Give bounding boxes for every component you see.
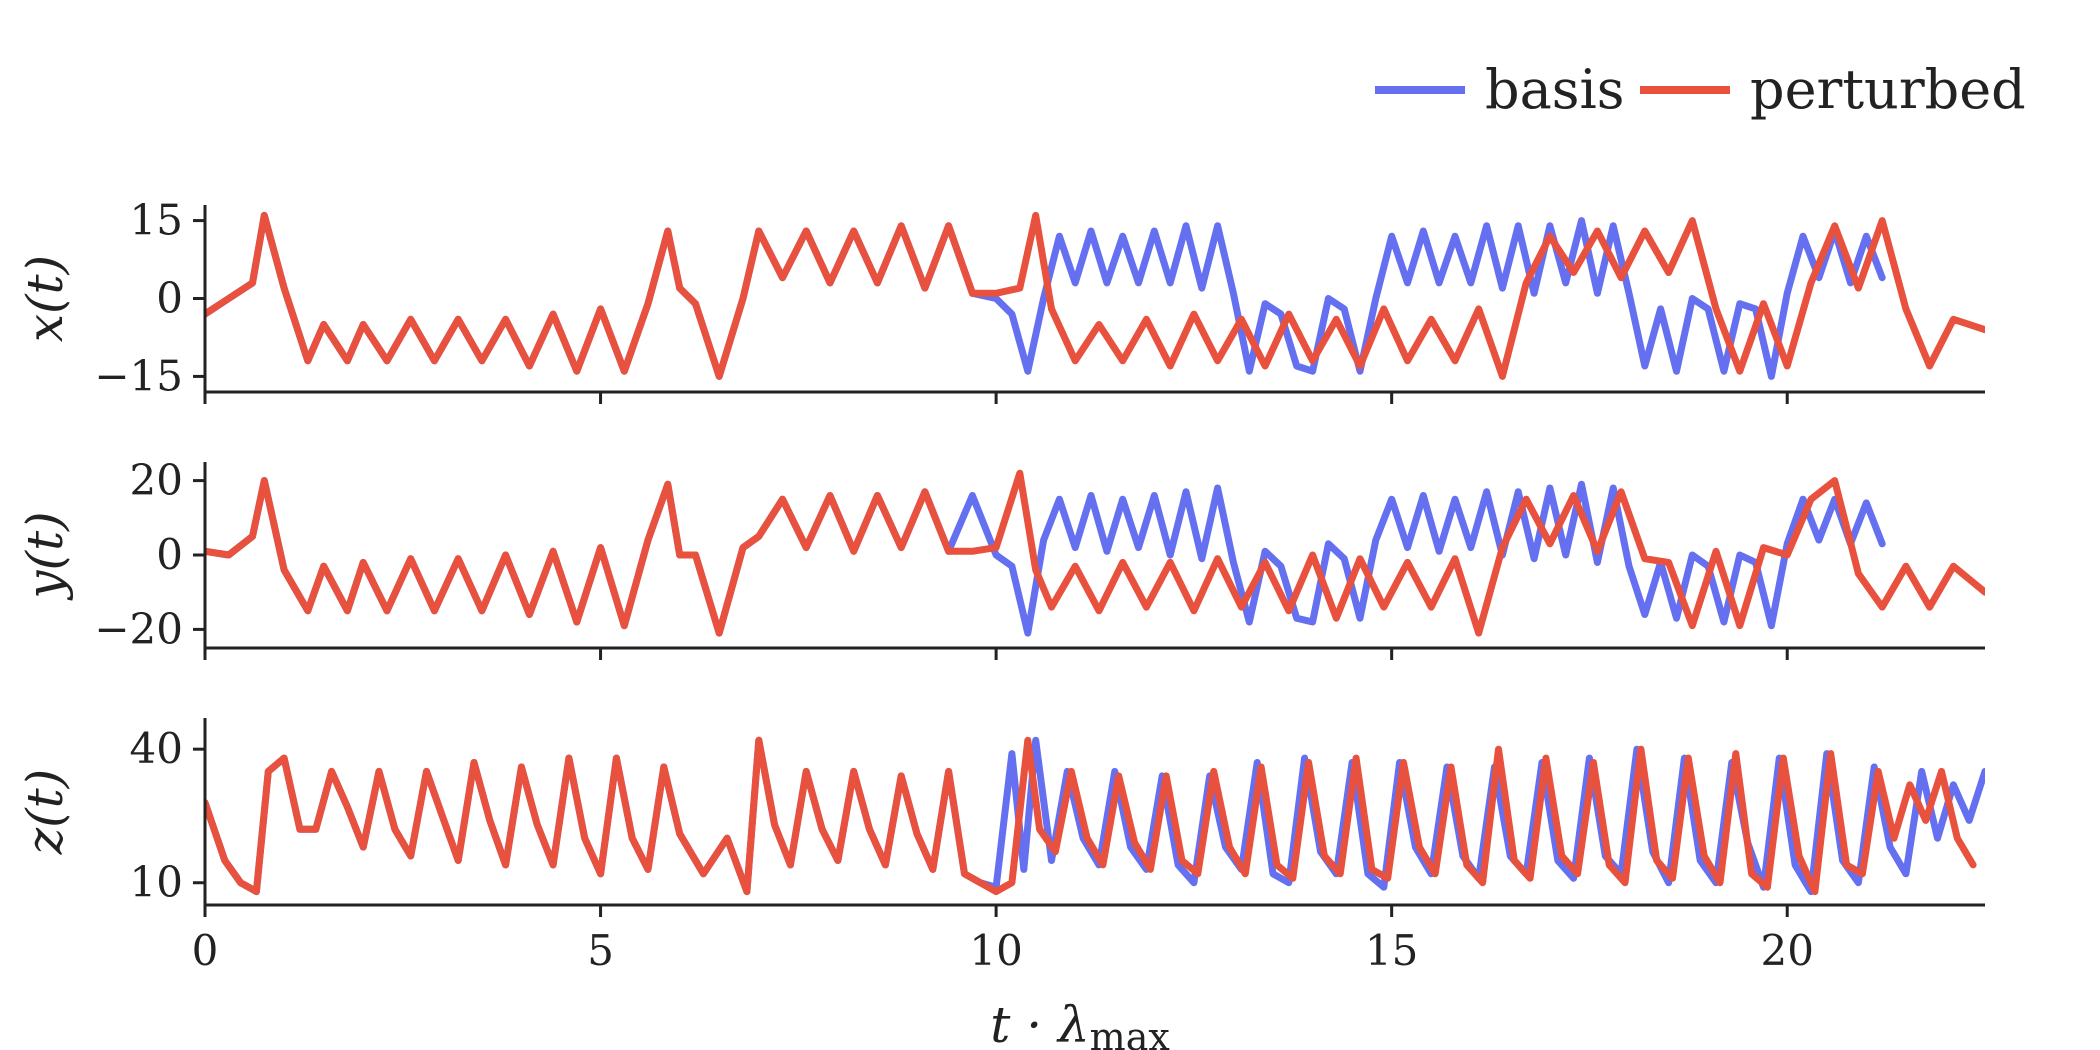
x-tick-label: 15 [1365, 926, 1418, 975]
series-line-perturbed [205, 469, 1985, 637]
y-tick-label: 0 [156, 274, 183, 323]
panel-0: −15 0 15 x(t) [16, 196, 1985, 404]
legend-label: perturbed [1750, 58, 2026, 121]
y-axis-label: z(t) [16, 769, 74, 855]
x-tick-label: 0 [192, 926, 219, 975]
y-axis-label: x(t) [16, 255, 74, 342]
legend: basis perturbed [1375, 58, 2026, 121]
y-axis-label: y(t) [16, 511, 74, 600]
series-line-basis [205, 211, 1886, 380]
y-tick-label: −20 [94, 604, 183, 653]
x-axis-title: t · λmax [990, 996, 1170, 1050]
y-tick-label: 20 [130, 456, 183, 505]
y-tick-label: 0 [156, 530, 183, 579]
panel-2: 10 40 0 5 10 15 20 z(t) [16, 718, 1985, 975]
chart-panels: −15 0 15 x(t) −20 0 20 y(t) 10 40 0 5 10 15 20 z(t) [16, 196, 1985, 975]
x-tick-label: 20 [1760, 926, 1813, 975]
legend-entry-perturbed: perturbed [1640, 58, 2026, 121]
panel-1: −20 0 20 y(t) [16, 456, 1985, 660]
y-tick-label: 40 [130, 724, 183, 773]
legend-entry-basis: basis [1375, 58, 1624, 121]
panel-1-series [205, 469, 1985, 637]
legend-label: basis [1485, 58, 1624, 121]
panel-0-series [205, 211, 1985, 380]
x-tick-label: 5 [587, 926, 614, 975]
x-tick-label: 10 [969, 926, 1022, 975]
x-axis-label: t · λmax [990, 996, 1170, 1050]
y-tick-label: −15 [94, 351, 183, 400]
y-tick-label: 10 [130, 858, 183, 907]
panel-2-series [205, 736, 1985, 896]
series-line-perturbed [205, 211, 1985, 380]
series-line-perturbed [205, 736, 1977, 896]
y-tick-label: 15 [130, 196, 183, 245]
